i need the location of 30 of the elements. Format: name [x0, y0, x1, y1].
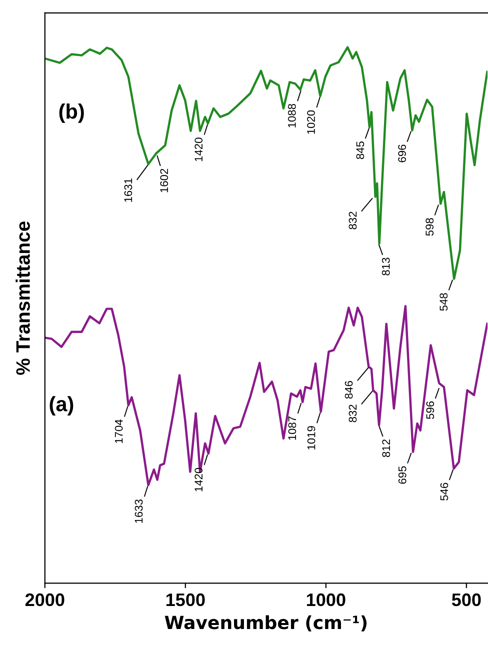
- annotation: 548: [440, 293, 448, 311]
- x-axis-title: Wavenumber (cm⁻¹): [164, 615, 367, 632]
- annotation: 1631: [124, 178, 132, 202]
- annotation: 813: [382, 258, 390, 276]
- annotation: 1602: [160, 168, 168, 192]
- annotation: 596: [426, 401, 434, 420]
- annotation: 546: [440, 482, 448, 500]
- annotation: 832: [348, 212, 357, 230]
- annotation: 1704: [114, 419, 123, 444]
- annotation: 696: [398, 144, 406, 162]
- annotation: 1019: [307, 426, 316, 450]
- annotation: 695: [398, 466, 406, 484]
- x-tick-label: 1500: [166, 593, 205, 606]
- annotation: 832: [348, 404, 357, 422]
- annotation: 812: [382, 440, 390, 458]
- annotation: 1420: [194, 468, 203, 492]
- text: (a): [50, 396, 74, 416]
- annotation: 1633: [134, 500, 143, 523]
- x-tick-label: 1000: [306, 593, 346, 606]
- y-axis-title: % Transmittance: [16, 221, 30, 375]
- annotation: 845: [356, 141, 364, 160]
- series-label: (b): [59, 103, 84, 123]
- annotation: 1087: [288, 416, 296, 440]
- annotation: 1088: [288, 104, 296, 128]
- annotation: 846: [344, 381, 353, 399]
- annotation: 1420: [194, 138, 203, 162]
- annotation: 598: [426, 218, 434, 236]
- x-tick-label: 500: [452, 593, 481, 606]
- x-tick-label: 2000: [25, 593, 64, 606]
- annotation: 1020: [307, 110, 315, 134]
